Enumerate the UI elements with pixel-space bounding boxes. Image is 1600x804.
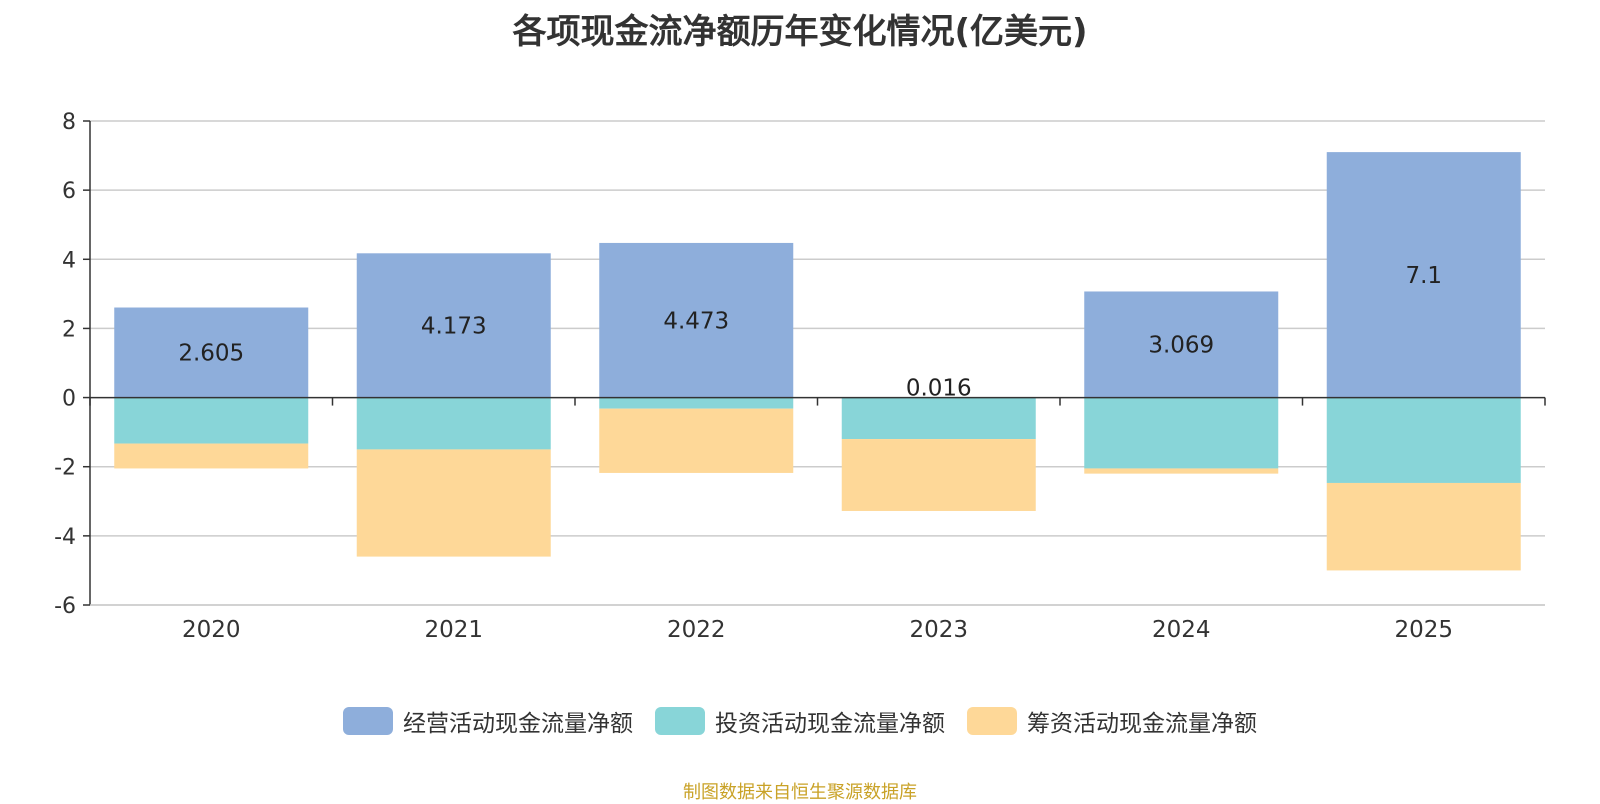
x-tick-label-2023: 2023 <box>909 617 968 643</box>
legend-label-financing: 筹资活动现金流量净额 <box>1027 711 1257 737</box>
x-tick-label-2021: 2021 <box>424 617 483 643</box>
data-label-2021: 4.173 <box>421 313 487 339</box>
data-source: 制图数据来自恒生聚源数据库 <box>683 782 917 803</box>
data-label-2020: 2.605 <box>178 341 244 367</box>
legend-item-investing[interactable]: 投资活动现金流量净额 <box>655 704 945 738</box>
chart-plot: 8 6 4 2 0 -2 -4 -6 2020 2021 2022 2023 2024 2025 2.60… <box>54 110 1546 643</box>
data-label-2023: 0.016 <box>906 376 972 402</box>
y-tick-label: 4 <box>62 248 76 273</box>
y-tick-label: 2 <box>62 317 76 342</box>
y-tick-label: 0 <box>62 387 76 412</box>
legend-label-investing: 投资活动现金流量净额 <box>715 711 945 737</box>
bar-2025-series-2[interactable] <box>1326 482 1521 571</box>
bar-2020-series-1[interactable] <box>114 397 309 444</box>
data-label-2025: 7.1 <box>1405 263 1442 289</box>
y-tick-label: -4 <box>54 525 76 550</box>
bar-2025-series-0[interactable] <box>1326 152 1521 398</box>
bar-layer <box>114 152 1521 571</box>
bar-2024-series-2[interactable] <box>1084 468 1279 474</box>
legend: 经营活动现金流量净额 投资活动现金流量净额 筹资活动现金流量净额 <box>0 704 1600 738</box>
bar-2021-series-1[interactable] <box>356 397 551 450</box>
x-tick-label-2024: 2024 <box>1152 617 1211 643</box>
bar-2022-series-2[interactable] <box>599 408 794 473</box>
bar-2024-series-1[interactable] <box>1084 397 1279 469</box>
bar-2023-series-1[interactable] <box>841 397 1036 440</box>
axis-layer: 8 6 4 2 0 -2 -4 -6 2020 2021 2022 2023 2024 2025 <box>54 110 1546 643</box>
data-label-2024: 3.069 <box>1148 333 1214 359</box>
y-tick-label: -2 <box>54 456 76 481</box>
y-tick-label: -6 <box>54 594 76 619</box>
legend-item-financing[interactable]: 筹资活动现金流量净额 <box>967 704 1257 738</box>
legend-swatch-financing <box>967 707 1017 735</box>
legend-label-operating: 经营活动现金流量净额 <box>403 711 633 737</box>
data-label-2022: 4.473 <box>663 308 729 334</box>
bar-2022-series-0[interactable] <box>599 242 794 398</box>
bar-2025-series-1[interactable] <box>1326 397 1521 483</box>
y-tick-label: 6 <box>62 179 76 204</box>
bar-2023-series-2[interactable] <box>841 439 1036 511</box>
legend-swatch-operating <box>343 707 393 735</box>
y-tick-label: 8 <box>62 110 76 135</box>
x-tick-label-2020: 2020 <box>182 617 241 643</box>
legend-item-operating[interactable]: 经营活动现金流量净额 <box>343 704 633 738</box>
bar-2021-series-2[interactable] <box>356 449 551 557</box>
x-tick-label-2022: 2022 <box>667 617 726 643</box>
bar-2020-series-0[interactable] <box>114 307 309 398</box>
x-tick-label-2025: 2025 <box>1394 617 1453 643</box>
bar-2024-series-0[interactable] <box>1084 291 1279 398</box>
chart-title: 各项现金流净额历年变化情况(亿美元) <box>512 12 1088 52</box>
legend-swatch-investing <box>655 707 705 735</box>
label-layer: 2.605 4.173 4.473 0.016 3.069 7.1 <box>178 263 1442 402</box>
bar-2022-series-1[interactable] <box>599 397 794 409</box>
bar-2020-series-2[interactable] <box>114 443 309 469</box>
bar-2021-series-0[interactable] <box>356 253 551 398</box>
